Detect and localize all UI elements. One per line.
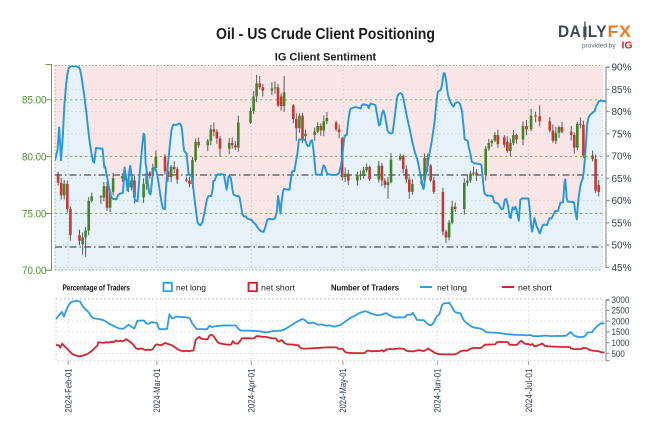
svg-text:2024-Jun-01: 2024-Jun-01 xyxy=(433,369,443,413)
svg-text:50%: 50% xyxy=(612,241,632,252)
svg-text:net long: net long xyxy=(176,283,206,293)
svg-text:500: 500 xyxy=(612,349,625,359)
svg-text:1500: 1500 xyxy=(612,327,630,337)
svg-text:2000: 2000 xyxy=(612,316,630,326)
svg-text:70%: 70% xyxy=(612,152,632,163)
svg-text:Number of Traders: Number of Traders xyxy=(331,283,399,293)
svg-text:2024-Jul-01: 2024-Jul-01 xyxy=(524,369,534,413)
svg-text:80%: 80% xyxy=(612,107,632,118)
svg-text:3000: 3000 xyxy=(612,295,630,305)
svg-text:Percentage of Traders: Percentage of Traders xyxy=(63,283,131,293)
svg-text:IG Client Sentiment: IG Client Sentiment xyxy=(275,52,377,64)
svg-text:net short: net short xyxy=(261,283,296,293)
svg-text:55%: 55% xyxy=(612,218,632,229)
svg-text:provided by: provided by xyxy=(582,43,616,50)
svg-text:70.00: 70.00 xyxy=(22,265,47,277)
svg-text:net long: net long xyxy=(437,283,467,293)
svg-text:net short: net short xyxy=(518,283,553,293)
svg-text:2500: 2500 xyxy=(612,306,630,316)
svg-text:FX: FX xyxy=(608,23,632,41)
svg-text:2024-Feb-01: 2024-Feb-01 xyxy=(63,369,73,413)
svg-text:75.00: 75.00 xyxy=(22,208,47,220)
svg-text:45%: 45% xyxy=(612,263,632,274)
svg-text:80.00: 80.00 xyxy=(22,151,47,163)
svg-text:85%: 85% xyxy=(612,85,632,96)
svg-text:65%: 65% xyxy=(612,174,632,185)
svg-text:85.00: 85.00 xyxy=(22,95,47,107)
svg-text:2024-May-01: 2024-May-01 xyxy=(338,369,348,413)
svg-text:90%: 90% xyxy=(612,63,632,74)
svg-text:2024-Apr-01: 2024-Apr-01 xyxy=(247,369,257,413)
svg-text:75%: 75% xyxy=(612,129,632,140)
svg-text:2024-Mar-01: 2024-Mar-01 xyxy=(152,369,162,413)
svg-text:60%: 60% xyxy=(612,196,632,207)
svg-text:IG: IG xyxy=(622,40,633,52)
svg-text:1000: 1000 xyxy=(612,338,630,348)
svg-text:Oil - US Crude Client Position: Oil - US Crude Client Positioning xyxy=(216,26,435,43)
